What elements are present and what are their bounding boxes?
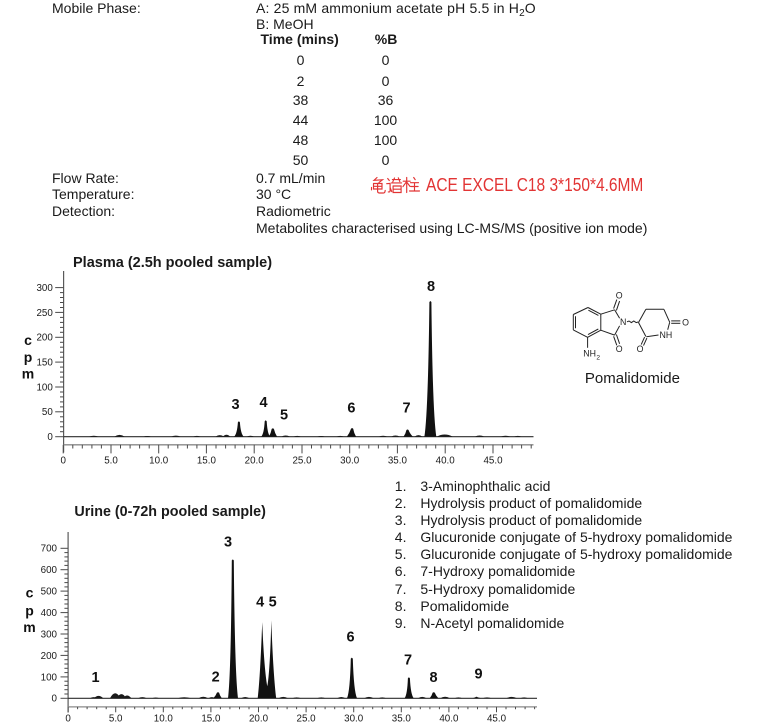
svg-text:5: 5 (269, 595, 277, 611)
svg-text:600: 600 (41, 565, 58, 576)
svg-text:45.0: 45.0 (483, 455, 503, 466)
svg-text:O: O (682, 317, 689, 327)
svg-text:1: 1 (91, 670, 99, 686)
svg-text:30.0: 30.0 (340, 455, 360, 466)
svg-text:0: 0 (52, 694, 58, 705)
svg-text:4: 4 (256, 595, 264, 611)
svg-text:4: 4 (259, 395, 267, 411)
svg-text:8: 8 (430, 670, 438, 686)
svg-text:35.0: 35.0 (392, 714, 412, 725)
svg-text:m: m (22, 366, 34, 382)
svg-text:150: 150 (36, 358, 53, 369)
svg-text:5.0: 5.0 (104, 455, 118, 466)
svg-text:p: p (24, 349, 33, 365)
svg-text:100: 100 (36, 382, 53, 393)
svg-text:700: 700 (41, 544, 58, 555)
svg-text:10.0: 10.0 (149, 455, 169, 466)
svg-text:0: 0 (47, 432, 53, 443)
svg-text:0: 0 (60, 455, 66, 466)
svg-text:20.0: 20.0 (249, 714, 269, 725)
svg-text:5.0: 5.0 (109, 714, 123, 725)
svg-text:100: 100 (41, 672, 58, 683)
svg-text:N: N (620, 317, 626, 327)
svg-text:5: 5 (280, 408, 288, 424)
svg-text:250: 250 (36, 308, 53, 319)
svg-text:45.0: 45.0 (487, 714, 507, 725)
svg-text:8: 8 (427, 279, 435, 295)
svg-text:9: 9 (474, 667, 482, 683)
svg-text:500: 500 (41, 587, 58, 598)
svg-text:NH: NH (583, 348, 596, 358)
svg-text:O: O (616, 344, 623, 354)
svg-text:50: 50 (42, 407, 53, 418)
svg-text:400: 400 (41, 608, 58, 619)
svg-text:7: 7 (404, 653, 412, 669)
svg-text:20.0: 20.0 (245, 455, 265, 466)
svg-text:m: m (23, 619, 35, 635)
svg-text:25.0: 25.0 (297, 714, 317, 725)
svg-text:7: 7 (403, 401, 411, 417)
svg-text:O: O (637, 344, 644, 354)
svg-text:300: 300 (41, 629, 58, 640)
svg-text:25.0: 25.0 (292, 455, 312, 466)
svg-text:10.0: 10.0 (154, 714, 174, 725)
svg-text:6: 6 (347, 401, 355, 417)
svg-text:2: 2 (212, 669, 220, 685)
svg-text:40.0: 40.0 (436, 455, 456, 466)
svg-text:15.0: 15.0 (201, 714, 221, 725)
svg-text:40.0: 40.0 (439, 714, 459, 725)
svg-text:NH: NH (660, 330, 673, 340)
svg-text:30.0: 30.0 (344, 714, 364, 725)
svg-text:0: 0 (65, 714, 71, 725)
svg-text:3: 3 (224, 535, 232, 551)
svg-text:c: c (24, 332, 32, 348)
svg-text:200: 200 (36, 333, 53, 344)
svg-text:c: c (26, 585, 34, 601)
svg-text:3: 3 (231, 397, 239, 413)
svg-text:6: 6 (346, 630, 354, 646)
svg-text:p: p (25, 603, 34, 619)
svg-text:300: 300 (36, 283, 53, 294)
svg-text:35.0: 35.0 (388, 455, 408, 466)
svg-text:200: 200 (41, 651, 58, 662)
svg-text:15.0: 15.0 (197, 455, 217, 466)
svg-text:O: O (616, 291, 623, 301)
svg-text:2: 2 (596, 355, 600, 362)
